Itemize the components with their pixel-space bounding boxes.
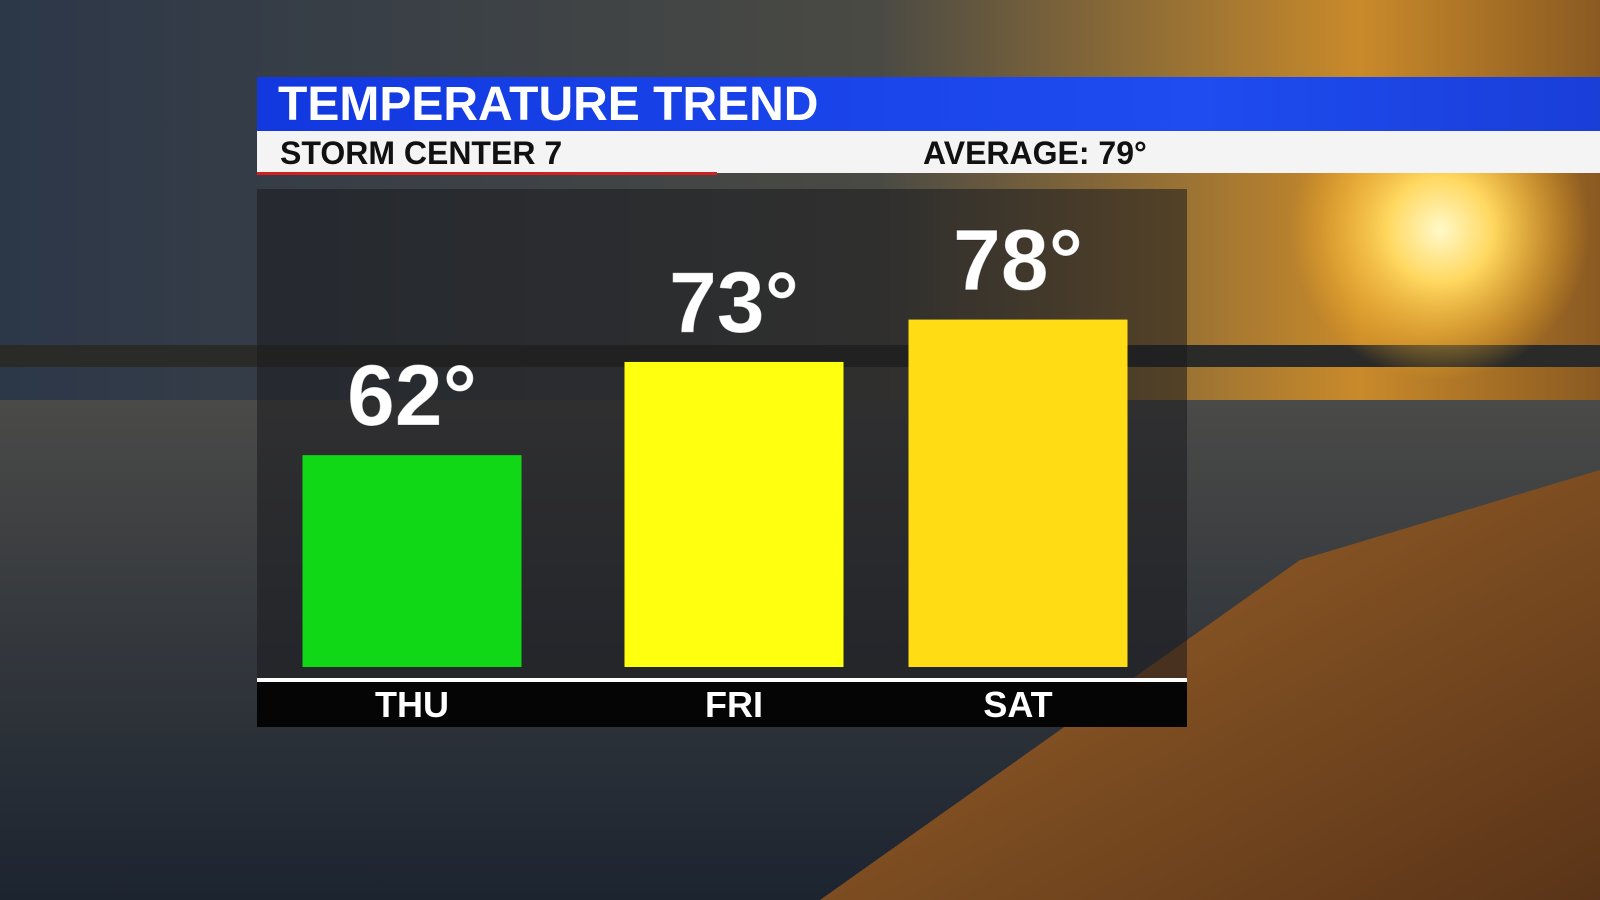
value-label: 78° (953, 213, 1083, 309)
chart-title: TEMPERATURE TREND (278, 78, 818, 131)
walkway (820, 470, 1600, 900)
plot: 62° THU 73° FRI 78° SAT (302, 212, 1128, 725)
bar (302, 455, 522, 667)
average-annotation: AVERAGE: 79° (923, 135, 1147, 171)
x-tick-label: THU (375, 684, 449, 725)
value-label: 73° (669, 255, 799, 351)
bar (624, 361, 844, 667)
x-tick-label: SAT (983, 684, 1052, 725)
value-label: 62° (347, 348, 477, 444)
category-strip (257, 682, 1187, 727)
subtitle-bar (257, 131, 1600, 173)
baseline (257, 678, 1187, 682)
bar (908, 319, 1128, 667)
x-tick-label: FRI (705, 684, 763, 725)
chart-subtitle: STORM CENTER 7 (280, 135, 562, 171)
accent-line (257, 172, 717, 175)
title-bar (257, 77, 1600, 131)
